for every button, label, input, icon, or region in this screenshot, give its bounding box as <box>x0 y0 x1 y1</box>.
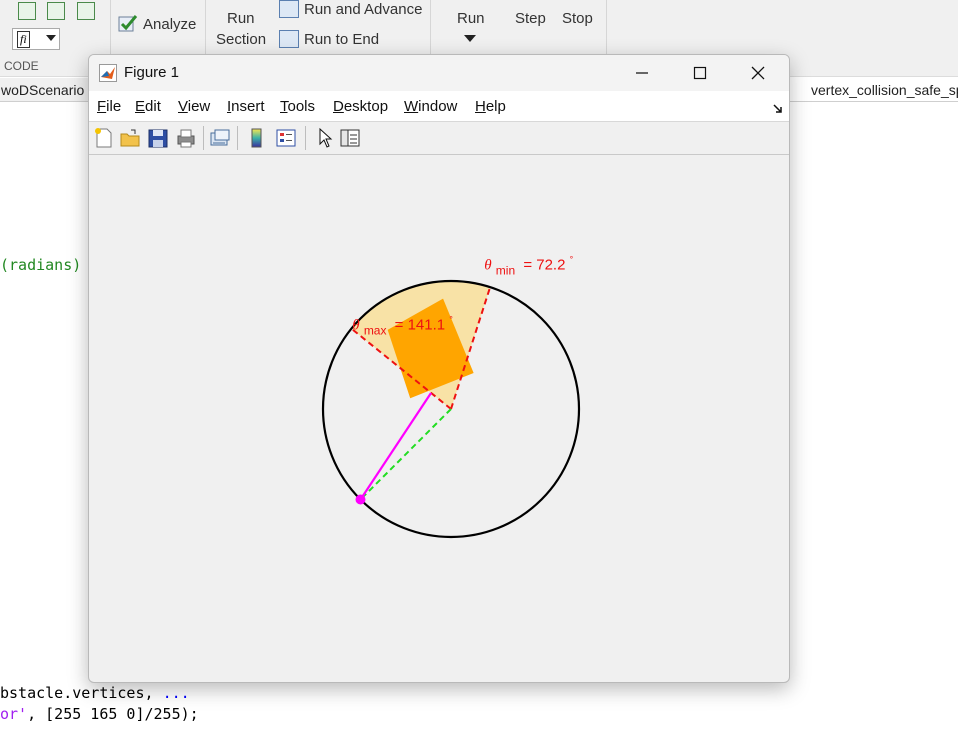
function-dropdown[interactable]: fi <box>12 28 60 50</box>
menu-view-label: View <box>178 98 211 115</box>
colorbar-icon[interactable] <box>246 127 268 149</box>
toolbar-divider <box>305 126 306 150</box>
run-to-end-icon[interactable] <box>279 30 299 48</box>
toolbar-divider <box>237 126 238 150</box>
toolstrip-divider <box>110 0 111 74</box>
run-and-advance-icon[interactable] <box>279 0 299 18</box>
menu-file-label: File <box>97 98 122 115</box>
editor-tab-left[interactable]: woDScenario <box>0 78 95 102</box>
code-line-vertices: bstacle.vertices, ... <box>0 684 190 702</box>
theta-min-label: θ min = 72.2 ° <box>484 255 573 279</box>
toolbar-divider <box>203 126 204 150</box>
menu-insert[interactable]: Insert <box>227 98 265 115</box>
dock-arrow-icon[interactable] <box>773 101 783 119</box>
workspace-circle <box>321 279 581 539</box>
save-icon[interactable] <box>147 127 169 149</box>
insert-section-icon[interactable] <box>18 2 36 20</box>
theta-max-boundary-line <box>350 327 452 410</box>
link-plot-icon[interactable] <box>209 127 231 149</box>
run-and-advance-button[interactable]: Run and Advance <box>304 1 423 18</box>
matlab-logo-icon <box>99 64 117 82</box>
section-break-icon[interactable] <box>47 2 65 20</box>
open-file-icon[interactable] <box>119 127 141 149</box>
menu-window-label: Window <box>404 98 458 115</box>
end-effector-point <box>355 494 366 505</box>
toolstrip-divider <box>205 0 206 74</box>
reference-dashed-line <box>359 408 452 501</box>
close-button[interactable] <box>729 55 787 91</box>
code-text: bstacle.vertices, <box>0 684 163 702</box>
edit-plot-cursor-icon[interactable] <box>313 127 335 149</box>
theta-min-subscript: min <box>496 264 515 278</box>
plot-canvas: θ min = 72.2 ° θ max = 141.1 ° <box>321 255 581 539</box>
run-section-button-line2[interactable]: Section <box>216 31 267 48</box>
theta-min-value: = 72.2 <box>523 257 565 274</box>
code-text: , [255 165 0]/255); <box>27 705 199 723</box>
run-to-end-button[interactable]: Run to End <box>304 31 380 48</box>
analyze-icon[interactable] <box>117 13 139 33</box>
figure-menubar: File Edit View Insert Tools Desktop Wind… <box>89 91 789 122</box>
figure-window: Figure 1 File Edit View Insert Tools Des… <box>88 54 790 683</box>
code-continuation: ... <box>162 684 190 702</box>
chevron-down-icon <box>46 35 56 41</box>
run-button[interactable]: Run <box>457 10 485 27</box>
theta-min-boundary-line <box>450 286 492 410</box>
code-comment-radians: (radians) <box>0 256 82 274</box>
code-string: or' <box>0 705 28 723</box>
step-button[interactable]: Step <box>515 10 546 27</box>
theta-min-symbol: θ <box>484 258 492 274</box>
theta-max-subscript: max <box>364 323 387 337</box>
menu-window[interactable]: Window <box>404 98 457 115</box>
menu-desktop[interactable]: Desktop <box>333 98 388 115</box>
menu-edit[interactable]: Edit <box>135 98 161 115</box>
menu-view[interactable]: View <box>178 98 210 115</box>
toolstrip-divider <box>430 0 431 74</box>
theta-min-degree: ° <box>570 255 574 265</box>
toolstrip-divider <box>606 0 607 74</box>
editor-tab-right[interactable]: vertex_collision_safe_sp <box>784 78 958 102</box>
stop-button[interactable]: Stop <box>562 10 593 27</box>
figure-title: Figure 1 <box>124 64 180 81</box>
menu-edit-label: Edit <box>135 98 161 115</box>
theta-max-degree: ° <box>449 314 453 324</box>
menu-desktop-label: Desktop <box>333 98 389 115</box>
run-dropdown-icon[interactable] <box>464 35 476 42</box>
menu-insert-label: Insert <box>227 98 265 115</box>
figure-titlebar[interactable]: Figure 1 <box>89 55 789 91</box>
legend-icon[interactable] <box>275 127 297 149</box>
minimize-button[interactable] <box>613 55 671 91</box>
new-figure-icon[interactable] <box>93 127 115 149</box>
close-icon <box>751 66 765 80</box>
editor-tab-left-label: woDScenario <box>1 82 85 98</box>
figure-plot-area[interactable]: θ min = 72.2 ° θ max = 141.1 ° <box>89 155 789 682</box>
menu-tools[interactable]: Tools <box>280 98 315 115</box>
menu-tools-label: Tools <box>280 98 316 115</box>
editor-tab-right-label: vertex_collision_safe_sp <box>811 82 958 98</box>
code-line-color: or', [255 165 0]/255); <box>0 705 199 723</box>
comment-icon[interactable] <box>77 2 95 20</box>
theta-max-symbol: θ <box>352 317 360 333</box>
maximize-icon <box>693 66 707 80</box>
minimize-icon <box>636 72 648 74</box>
theta-max-label: θ max = 141.1 ° <box>352 314 453 338</box>
print-icon[interactable] <box>175 127 197 149</box>
function-icon: fi <box>17 31 30 48</box>
section-label-code: CODE <box>4 59 39 73</box>
analyze-button[interactable]: Analyze <box>143 16 197 33</box>
menu-help[interactable]: Help <box>475 98 506 115</box>
menu-help-label: Help <box>475 98 506 115</box>
run-section-button[interactable]: Run <box>227 10 255 27</box>
link-line <box>359 392 432 501</box>
property-inspector-icon[interactable] <box>339 127 361 149</box>
figure-toolbar <box>89 122 789 155</box>
theta-max-value: = 141.1 <box>395 316 445 333</box>
menu-file[interactable]: File <box>97 98 121 115</box>
maximize-button[interactable] <box>671 55 729 91</box>
obstacle-rectangle <box>387 298 474 399</box>
